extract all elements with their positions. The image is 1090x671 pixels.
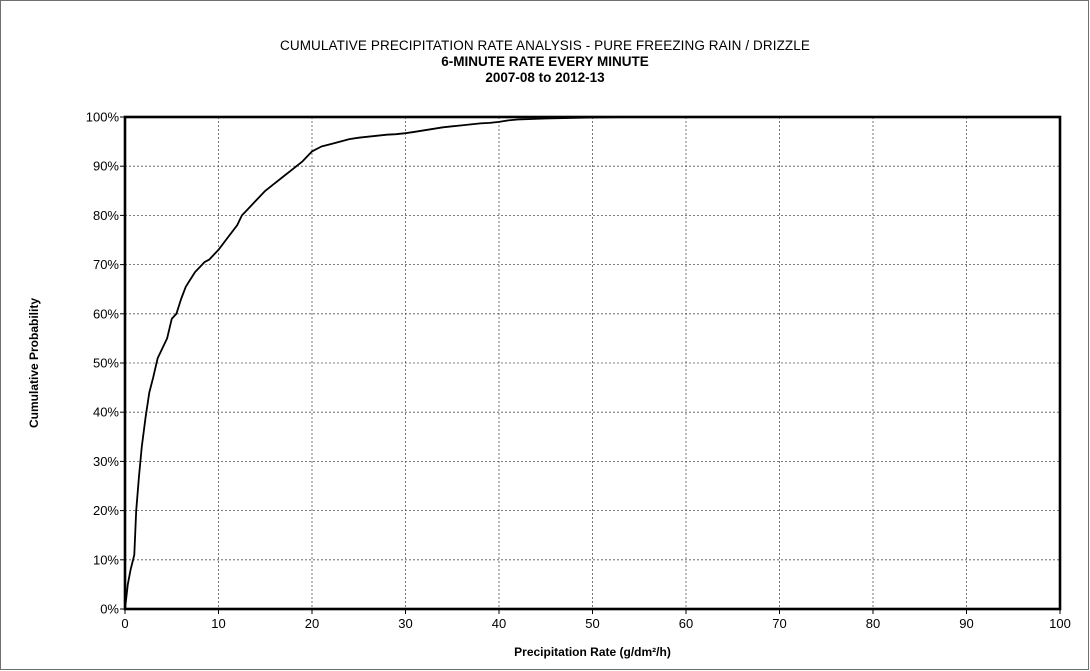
y-tick-label: 90% — [93, 159, 119, 174]
x-tick-label: 100 — [1049, 616, 1071, 631]
x-tick-label: 20 — [305, 616, 319, 631]
y-tick-label: 100% — [86, 110, 120, 125]
x-tick-labels: 0 10 20 30 40 50 60 70 80 90 100 — [121, 616, 1070, 631]
y-tick-labels: 0% 10% 20% 30% 40% 50% 60% 70% 80% 90% 100% — [86, 110, 120, 617]
y-tick-label: 10% — [93, 552, 119, 567]
y-axis-title: Cumulative Probability — [27, 298, 41, 428]
x-tick-label: 70 — [772, 616, 786, 631]
y-tick-label: 80% — [93, 208, 119, 223]
plot-line-group — [124, 116, 630, 610]
x-tick-label: 80 — [866, 616, 880, 631]
y-tick-label: 0% — [100, 602, 119, 617]
chart-title: CUMULATIVE PRECIPITATION RATE ANALYSIS -… — [280, 38, 810, 53]
x-tick-label: 40 — [492, 616, 506, 631]
y-tick-label: 60% — [93, 306, 119, 321]
chart-date-range: 2007-08 to 2012-13 — [485, 70, 605, 85]
x-axis-title: Precipitation Rate (g/dm²/h) — [514, 645, 671, 659]
x-tick-label: 0 — [121, 616, 128, 631]
x-tick-label: 10 — [211, 616, 225, 631]
x-tick-label: 90 — [959, 616, 973, 631]
x-tick-label: 30 — [398, 616, 412, 631]
series-line — [124, 116, 630, 610]
gridlines — [125, 117, 1060, 609]
x-tick-label: 60 — [679, 616, 693, 631]
axis-ticks — [120, 116, 1061, 614]
y-tick-label: 20% — [93, 503, 119, 518]
y-tick-label: 50% — [93, 356, 119, 371]
chart-subtitle: 6-MINUTE RATE EVERY MINUTE — [441, 54, 649, 69]
x-tick-label: 50 — [585, 616, 599, 631]
y-tick-label: 70% — [93, 257, 119, 272]
y-tick-label: 40% — [93, 405, 119, 420]
y-tick-label: 30% — [93, 454, 119, 469]
